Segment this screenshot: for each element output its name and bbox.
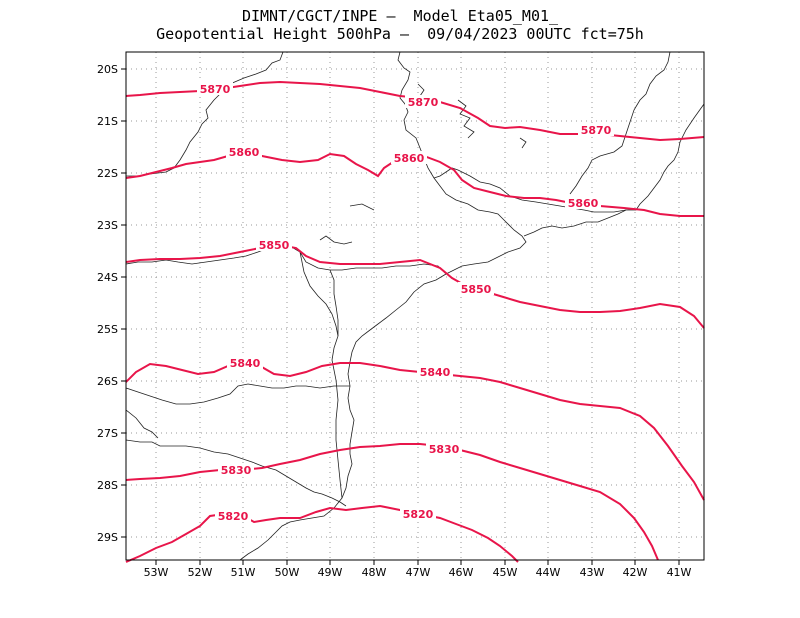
lon-label: 53W (144, 566, 169, 579)
coastline-and-borders (125, 51, 705, 561)
lat-label: 26S (97, 375, 118, 388)
lon-label: 47W (406, 566, 431, 579)
lat-label: 24S (97, 271, 118, 284)
contour-label: 5850 (259, 239, 290, 252)
latitude-labels: 20S 21S 22S 23S 24S 25S 26S 27S 28S 29S (97, 63, 118, 544)
contour-label: 5840 (420, 366, 451, 379)
contour-label: 5870 (581, 124, 612, 137)
lat-label: 23S (97, 219, 118, 232)
lat-label: 28S (97, 479, 118, 492)
contour-label: 5870 (408, 96, 439, 109)
contour-labels: 5870 5870 5870 5860 5860 5860 5850 5850 … (197, 82, 614, 523)
lon-label: 46W (449, 566, 474, 579)
map-frame (125, 51, 705, 561)
contour-5820 (125, 504, 519, 563)
contour-label: 5860 (568, 197, 599, 210)
contour-label: 5830 (429, 443, 460, 456)
contour-label: 5850 (461, 283, 492, 296)
grid (126, 52, 704, 560)
longitude-labels: 53W 52W 51W 50W 49W 48W 47W 46W 45W 44W … (144, 566, 692, 579)
contour-label: 5820 (403, 508, 434, 521)
contour-5840 (125, 362, 705, 501)
lon-label: 49W (318, 566, 343, 579)
lat-label: 22S (97, 167, 118, 180)
lon-label: 48W (362, 566, 387, 579)
contour-label: 5870 (200, 83, 231, 96)
lat-label: 21S (97, 115, 118, 128)
lat-label: 27S (97, 427, 118, 440)
contour-5830 (125, 443, 659, 561)
contour-label: 5820 (218, 510, 249, 523)
lon-label: 41W (667, 566, 692, 579)
lat-label: 20S (97, 63, 118, 76)
lon-label: 52W (188, 566, 213, 579)
lon-label: 50W (275, 566, 300, 579)
contour-label: 5840 (230, 357, 261, 370)
lon-label: 51W (231, 566, 256, 579)
contour-label: 5830 (221, 464, 252, 477)
tick-marks (121, 68, 680, 565)
contour-label: 5860 (229, 146, 260, 159)
lat-label: 29S (97, 531, 118, 544)
lon-label: 44W (536, 566, 561, 579)
title-line-2: Geopotential Height 500hPa – 09/04/2023 … (156, 25, 644, 43)
contour-5850 (125, 243, 705, 329)
lon-label: 45W (493, 566, 518, 579)
lon-label: 42W (623, 566, 648, 579)
lat-label: 25S (97, 323, 118, 336)
title-line-1: DIMNT/CGCT/INPE – Model Eta05_M01_ (241, 7, 559, 25)
contour-label: 5860 (394, 152, 425, 165)
lon-label: 43W (580, 566, 605, 579)
